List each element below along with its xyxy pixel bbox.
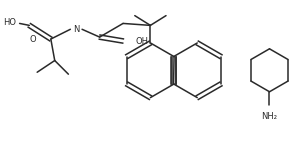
- Text: NH₂: NH₂: [262, 112, 278, 121]
- Text: N: N: [73, 25, 80, 34]
- Text: O: O: [30, 35, 37, 44]
- Text: HO: HO: [3, 18, 16, 27]
- Text: OH: OH: [136, 37, 149, 45]
